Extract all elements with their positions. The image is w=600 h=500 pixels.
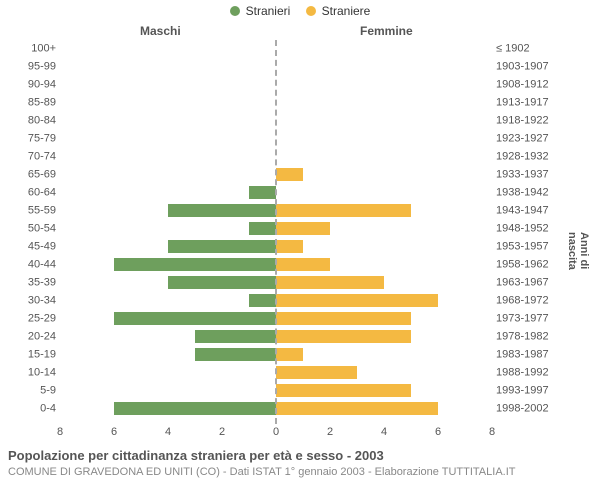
bar-female	[276, 240, 303, 253]
bar-female	[276, 366, 357, 379]
bar-male	[195, 348, 276, 361]
age-label: 90-94	[0, 79, 56, 90]
bar-female	[276, 204, 411, 217]
birth-label: 1993-1997	[496, 385, 596, 396]
bar-female	[276, 330, 411, 343]
x-tick: 8	[57, 426, 63, 438]
age-label: 0-4	[0, 403, 56, 414]
age-label: 45-49	[0, 241, 56, 252]
legend: Stranieri Straniere	[0, 4, 600, 19]
bar-female	[276, 402, 438, 415]
legend-item-male: Stranieri	[230, 4, 291, 18]
age-label: 25-29	[0, 313, 56, 324]
legend-label-male: Stranieri	[246, 4, 291, 18]
birth-label: 1918-1922	[496, 115, 596, 126]
x-tick: 8	[489, 426, 495, 438]
bar-male	[114, 258, 276, 271]
bar-female	[276, 276, 384, 289]
age-label: 65-69	[0, 169, 56, 180]
bar-male	[114, 402, 276, 415]
age-label: 20-24	[0, 331, 56, 342]
birth-label: 1928-1932	[496, 151, 596, 162]
caption-title: Popolazione per cittadinanza straniera p…	[8, 448, 592, 463]
x-tick: 4	[165, 426, 171, 438]
bar-male	[168, 240, 276, 253]
x-tick: 2	[219, 426, 225, 438]
birth-label: 1923-1927	[496, 133, 596, 144]
age-label: 15-19	[0, 349, 56, 360]
birth-label: 1998-2002	[496, 403, 596, 414]
age-label: 70-74	[0, 151, 56, 162]
bar-female	[276, 168, 303, 181]
bar-female	[276, 384, 411, 397]
age-label: 60-64	[0, 187, 56, 198]
y-axis-title-right: Anni di nascita	[566, 232, 590, 270]
age-label: 100+	[0, 43, 56, 54]
age-label: 55-59	[0, 205, 56, 216]
age-label: 95-99	[0, 61, 56, 72]
bar-male	[195, 330, 276, 343]
header-female: Femmine	[360, 24, 413, 38]
x-tick: 6	[111, 426, 117, 438]
birth-label: 1938-1942	[496, 187, 596, 198]
bar-female	[276, 312, 411, 325]
birth-label: 1988-1992	[496, 367, 596, 378]
x-tick: 0	[273, 426, 279, 438]
bar-male	[249, 222, 276, 235]
caption-sub: COMUNE DI GRAVEDONA ED UNITI (CO) - Dati…	[8, 466, 592, 478]
age-label: 40-44	[0, 259, 56, 270]
bar-female	[276, 348, 303, 361]
birth-label: 1963-1967	[496, 277, 596, 288]
column-headers: Maschi Femmine	[60, 24, 492, 40]
age-label: 10-14	[0, 367, 56, 378]
age-label: 50-54	[0, 223, 56, 234]
birth-label: 1933-1937	[496, 169, 596, 180]
zero-axis-line	[275, 40, 277, 424]
birth-label: 1978-1982	[496, 331, 596, 342]
birth-label: 1968-1972	[496, 295, 596, 306]
x-tick: 4	[381, 426, 387, 438]
birth-label: 1983-1987	[496, 349, 596, 360]
birth-label: 1903-1907	[496, 61, 596, 72]
age-label: 35-39	[0, 277, 56, 288]
bar-male	[168, 276, 276, 289]
bar-female	[276, 222, 330, 235]
bar-male	[249, 294, 276, 307]
x-tick: 6	[435, 426, 441, 438]
birth-label: 1913-1917	[496, 97, 596, 108]
birth-label: 1908-1912	[496, 79, 596, 90]
birth-label: 1973-1977	[496, 313, 596, 324]
bar-male	[249, 186, 276, 199]
age-label: 30-34	[0, 295, 56, 306]
legend-swatch-female-icon	[306, 6, 316, 16]
birth-label: 1943-1947	[496, 205, 596, 216]
bar-female	[276, 294, 438, 307]
legend-swatch-male-icon	[230, 6, 240, 16]
pyramid-chart: Stranieri Straniere Maschi Femmine 100+ 9…	[0, 0, 600, 500]
age-label: 85-89	[0, 97, 56, 108]
bar-female	[276, 258, 330, 271]
legend-item-female: Straniere	[306, 4, 371, 18]
age-label: 75-79	[0, 133, 56, 144]
age-label: 5-9	[0, 385, 56, 396]
age-axis-labels: 100+ 95-99 90-94 85-89 80-84 75-79 70-74 65-69 6…	[0, 42, 56, 422]
header-male: Maschi	[140, 24, 181, 38]
x-axis: 8 6 4 2 0 2 4 6 8	[60, 426, 492, 442]
bar-male	[168, 204, 276, 217]
x-tick: 2	[327, 426, 333, 438]
age-label: 80-84	[0, 115, 56, 126]
bar-male	[114, 312, 276, 325]
birth-label: ≤ 1902	[496, 43, 596, 54]
plot-area	[60, 42, 492, 422]
legend-label-female: Straniere	[322, 4, 371, 18]
